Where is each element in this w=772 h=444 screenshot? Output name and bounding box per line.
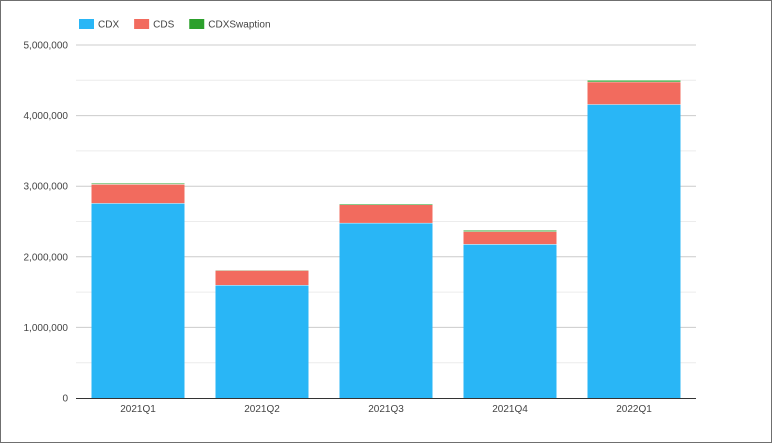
x-tick-label: 2021Q1: [120, 404, 156, 415]
bar-cds-2021Q1[interactable]: [91, 184, 185, 204]
legend-label: CDS: [153, 20, 174, 31]
x-tick-label: 2022Q1: [616, 404, 652, 415]
y-tick-label: 2,000,000: [24, 252, 69, 263]
bar-cdx-2021Q1[interactable]: [91, 203, 185, 398]
y-tick-label: 1,000,000: [24, 323, 69, 334]
bar-cdxswaption-2021Q4[interactable]: [463, 229, 557, 232]
x-tick-label: 2021Q2: [244, 404, 280, 415]
bar-cds-2021Q3[interactable]: [339, 204, 433, 223]
bar-cdx-2022Q1[interactable]: [587, 104, 681, 398]
bar-cds-2021Q2[interactable]: [215, 270, 309, 286]
legend-item-cdx[interactable]: CDX: [79, 19, 119, 31]
legend-swatch: [189, 19, 205, 29]
y-tick-label: 0: [62, 394, 68, 405]
y-axis: 0 1,000,000 2,000,000 3,000,000 4,000,000 5,0…: [24, 41, 69, 405]
bar-cdx-2021Q4[interactable]: [463, 244, 557, 398]
bar-group-2021Q3[interactable]: [339, 202, 433, 398]
x-tick-label: 2021Q4: [492, 404, 528, 415]
y-tick-label: 4,000,000: [24, 111, 69, 122]
bars: [91, 79, 681, 398]
legend-label: CDXSwaption: [208, 20, 270, 31]
bar-cdxswaption-2022Q1[interactable]: [587, 79, 681, 82]
bar-group-2021Q4[interactable]: [463, 229, 557, 398]
legend[interactable]: CDX CDS CDXSwaption: [79, 19, 271, 31]
bar-group-2022Q1[interactable]: [587, 79, 681, 398]
bar-cdx-2021Q2[interactable]: [215, 285, 309, 398]
bar-cdxswaption-2021Q3[interactable]: [339, 203, 433, 205]
legend-swatch: [79, 19, 94, 29]
y-tick-label: 5,000,000: [24, 41, 69, 52]
legend-swatch: [134, 19, 150, 29]
bar-group-2021Q2[interactable]: [215, 269, 309, 398]
bar-cds-2021Q4[interactable]: [463, 231, 557, 245]
legend-label: CDX: [98, 20, 119, 31]
x-tick-label: 2021Q3: [368, 404, 404, 415]
y-tick-label: 3,000,000: [24, 182, 69, 193]
bar-cds-2022Q1[interactable]: [587, 81, 681, 105]
bar-cdxswaption-2021Q1[interactable]: [91, 183, 185, 185]
bar-group-2021Q1[interactable]: [91, 182, 185, 398]
bar-cdx-2021Q3[interactable]: [339, 222, 433, 398]
x-axis: 2021Q1 2021Q2 2021Q3 2021Q4 2022Q1: [76, 398, 696, 415]
legend-item-cdxswaption[interactable]: CDXSwaption: [189, 19, 271, 31]
legend-item-cds[interactable]: CDS: [134, 19, 175, 31]
